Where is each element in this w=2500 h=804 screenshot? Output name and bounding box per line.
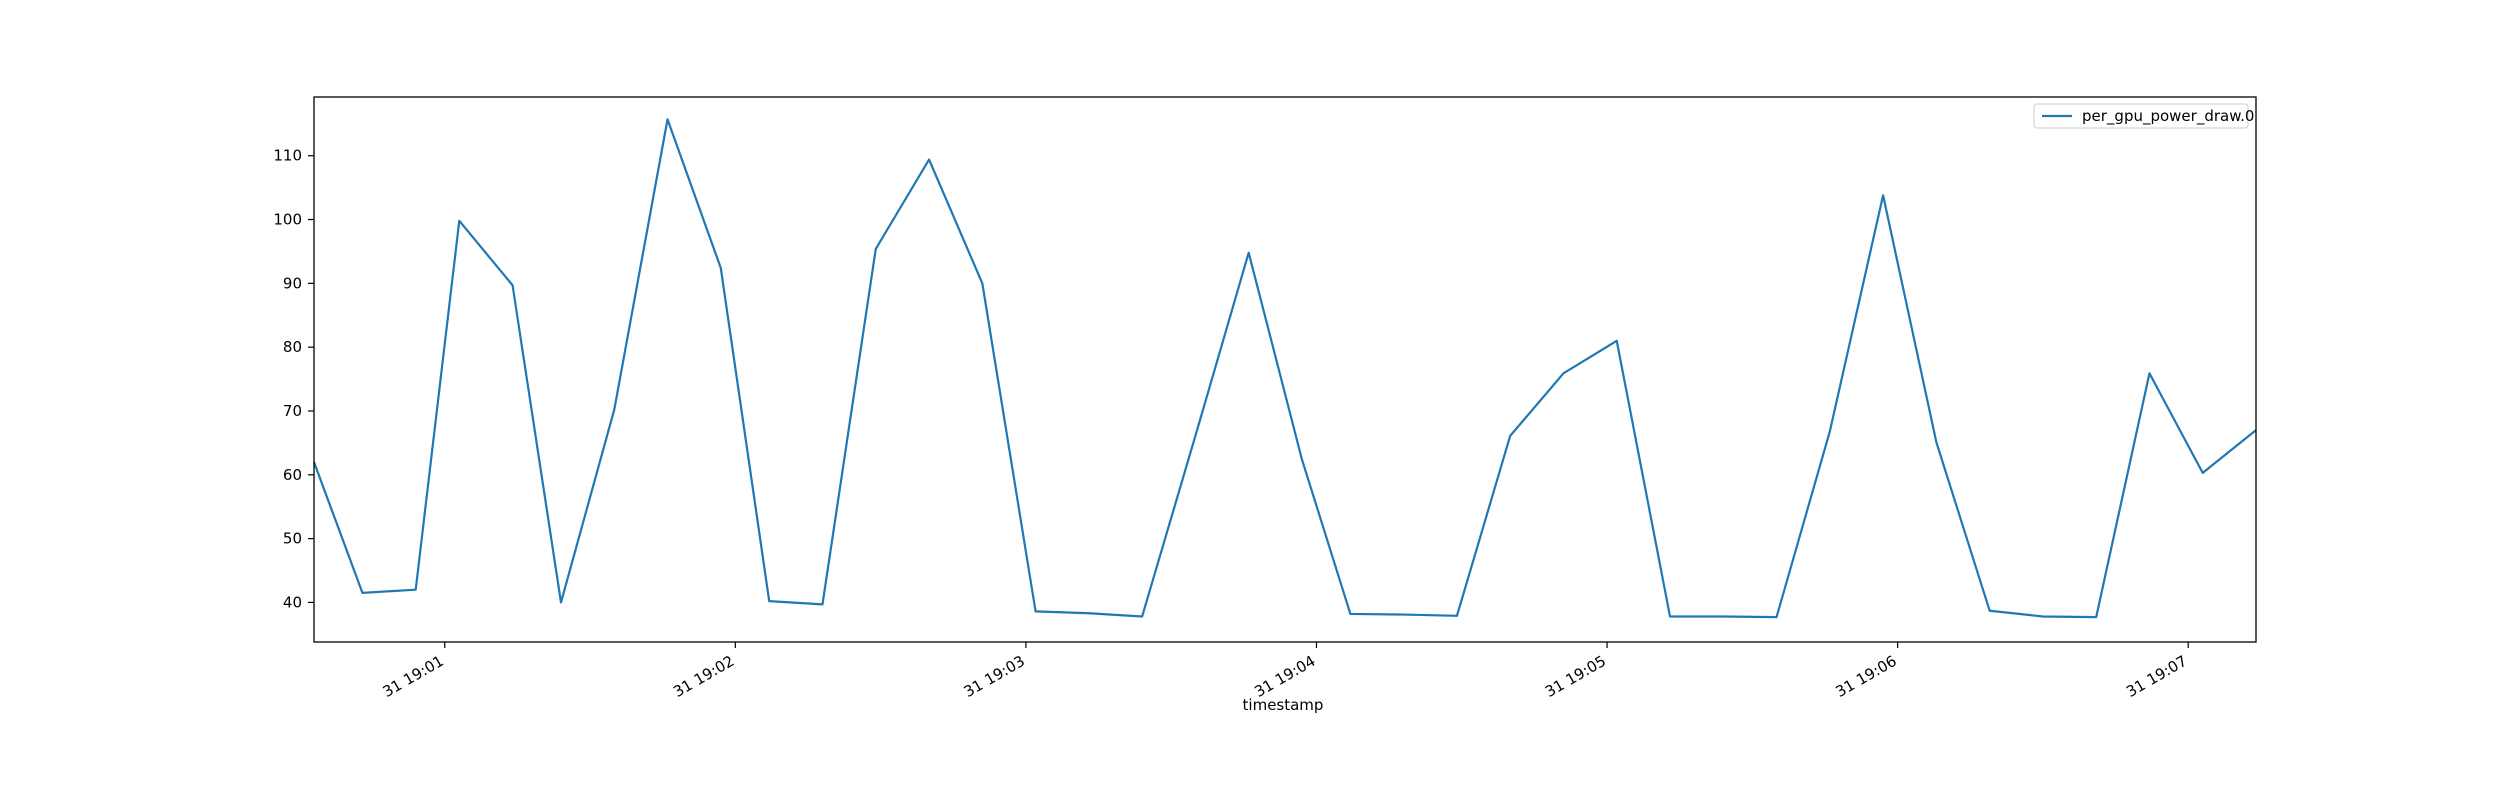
x-tick-label: 31 19:03 (961, 652, 1028, 701)
x-tick-label: 31 19:07 (2123, 652, 2190, 701)
y-tick-label: 100 (273, 211, 302, 229)
legend: per_gpu_power_draw.0 (2033, 103, 2254, 129)
series-line-0 (312, 118, 2257, 619)
x-tick-label: 31 19:02 (670, 652, 737, 701)
legend-box (2033, 103, 2249, 129)
plot-frame (313, 96, 2257, 643)
y-tick-label: 90 (283, 274, 302, 292)
y-tick-label: 80 (283, 338, 302, 356)
legend-label: per_gpu_power_draw.0 (2082, 107, 2254, 126)
y-tick-label: 60 (283, 466, 302, 484)
x-axis-label: timestamp (1243, 696, 1324, 714)
y-tick-label: 110 (273, 147, 302, 165)
x-tick-label: 31 19:04 (1251, 652, 1318, 701)
x-tick-label: 31 19:05 (1542, 652, 1609, 701)
x-tick-label: 31 19:01 (380, 652, 447, 701)
y-tick-label: 50 (283, 530, 302, 548)
plot-area: 40 50 60 70 80 90 100 110 31 19:01 31 19:02 31 19:… (273, 96, 2257, 701)
y-tick-label: 40 (283, 593, 302, 611)
x-tick-label: 31 19:06 (1833, 652, 1900, 701)
y-tick-label: 70 (283, 402, 302, 420)
